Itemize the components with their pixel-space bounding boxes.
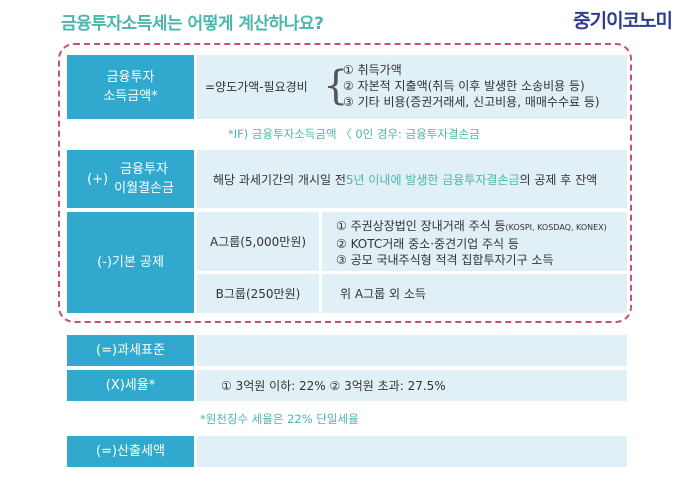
tax-base-label: (=)과세표준 — [67, 335, 194, 366]
group-b-label: B그룹(250만원) — [197, 274, 319, 313]
tax-rate-label: (X)세율* — [67, 370, 194, 401]
loss-text-before: 해당 과세기간의 개시일 전 — [213, 172, 346, 187]
income-items: ① 취득가액 ② 자본적 지출액(취득 이후 발생한 소송비용 등) ③ 기타 … — [343, 62, 600, 110]
group-a-item-1-text: ① 주권상장법인 장내거래 주식 등 — [336, 219, 506, 233]
tax-base-value — [197, 335, 627, 366]
income-label: 금융투자 소득금액* — [67, 55, 194, 119]
deduction-label: (-)기본 공제 — [67, 212, 194, 313]
loss-label: (+) 금융투자 이월결손금 — [67, 150, 194, 208]
logo: 중기이코노미 — [573, 10, 673, 32]
loss-detail: 해당 과세기간의 개시일 전 5년 이내에 발생한 금융투자결손금 의 공제 후 … — [197, 150, 627, 208]
page-title: 금융투자소득세는 어떻게 계산하나요? — [61, 14, 324, 34]
income-formula: =양도가액-필요경비 — [205, 80, 308, 94]
tax-amount-value — [197, 436, 627, 467]
loss-label-prefix: (+) — [87, 171, 109, 187]
income-item-2: ② 자본적 지출액(취득 이후 발생한 소송비용 등) — [343, 79, 585, 93]
note-if: *IF) 금융투자소득금액 〈 0인 경우: 금융투자결손금 — [228, 127, 480, 141]
group-b-detail: 위 A그룹 외 소득 — [322, 274, 627, 313]
note-rate: *원천징수 세율은 22% 단일세율 — [200, 412, 359, 426]
income-label-line2: 소득금액* — [103, 89, 158, 104]
group-a-item-1: ① 주권상장법인 장내거래 주식 등(KOSPI, KOSDAQ, KONEX) — [336, 218, 627, 236]
group-a-item-2: ② KOTC거래 중소·중견기업 주식 등 — [336, 237, 519, 251]
income-item-3: ③ 기타 비용(증권거래세, 신고비용, 매매수수료 등) — [343, 95, 600, 109]
loss-text-after: 의 공제 후 잔액 — [519, 172, 598, 187]
loss-text-highlight: 5년 이내에 발생한 금융투자결손금 — [345, 172, 520, 187]
income-detail: =양도가액-필요경비 { ① 취득가액 ② 자본적 지출액(취득 이후 발생한 … — [197, 55, 627, 119]
deduction-group-border — [58, 43, 632, 323]
group-a-detail: ① 주권상장법인 장내거래 주식 등(KOSPI, KOSDAQ, KONEX)… — [322, 212, 627, 271]
tax-amount-label: (=)산출세액 — [67, 436, 194, 467]
group-a-item-3: ③ 공모 국내주식형 적격 집합투자기구 소득 — [336, 253, 554, 267]
tax-rate-detail: ① 3억원 이하: 22% ② 3억원 초과: 27.5% — [197, 370, 627, 401]
income-label-line1: 금융투자 — [106, 70, 155, 85]
loss-label-line2: 이월결손금 — [114, 181, 174, 196]
loss-label-line1: 금융투자 — [120, 162, 168, 177]
group-a-label: A그룹(5,000만원) — [197, 212, 319, 271]
brace-icon: { — [323, 63, 349, 109]
income-item-1: ① 취득가액 — [343, 63, 402, 77]
group-a-item-1-markets: (KOSPI, KOSDAQ, KONEX) — [505, 223, 607, 232]
